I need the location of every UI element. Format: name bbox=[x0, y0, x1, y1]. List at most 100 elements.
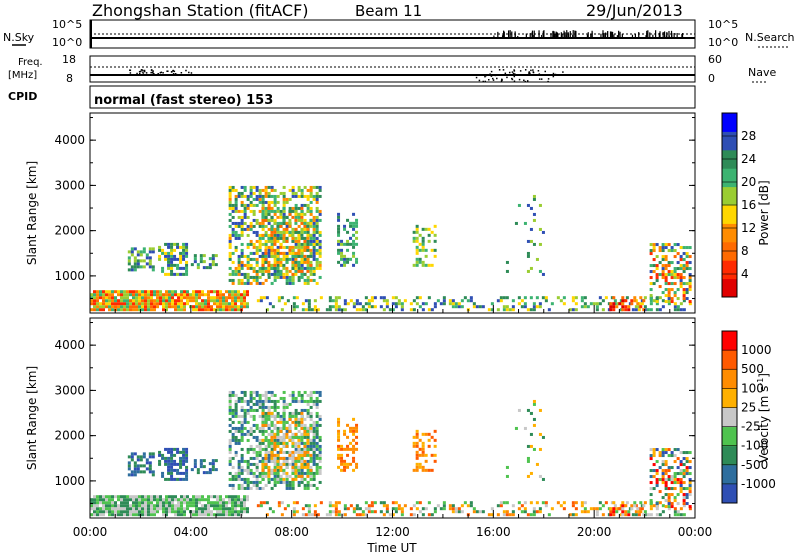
echo-cell bbox=[237, 296, 240, 300]
echo-cell bbox=[96, 507, 99, 511]
echo-cell bbox=[144, 305, 147, 309]
echo-cell bbox=[93, 498, 96, 502]
echo-cell bbox=[373, 510, 377, 514]
echo-cell bbox=[170, 257, 174, 261]
echo-cell bbox=[667, 264, 671, 268]
echo-cell bbox=[150, 510, 153, 514]
echo-cell bbox=[283, 507, 287, 511]
echo-cell bbox=[156, 498, 159, 502]
echo-cell bbox=[165, 290, 168, 294]
echo-cell bbox=[271, 510, 275, 514]
echo-cell bbox=[237, 224, 241, 228]
echo-cell bbox=[129, 302, 132, 306]
echo-cell bbox=[246, 293, 249, 297]
echo-cell bbox=[328, 296, 332, 300]
echo-cell bbox=[442, 504, 446, 508]
echo-cell bbox=[130, 268, 134, 272]
echo-cell bbox=[291, 239, 295, 243]
echo-cell bbox=[304, 513, 308, 517]
echo-cell bbox=[216, 308, 219, 312]
colorbar-tick-label: 8 bbox=[741, 244, 749, 258]
echo-cell bbox=[249, 203, 253, 207]
echo-cell bbox=[400, 302, 404, 306]
echo-cell bbox=[176, 450, 180, 454]
echo-cell bbox=[123, 308, 126, 312]
freq-dot bbox=[547, 80, 549, 83]
echo-cell bbox=[595, 507, 599, 511]
echo-cell bbox=[261, 212, 265, 216]
echo-cell bbox=[415, 441, 419, 445]
echo-cell bbox=[201, 513, 204, 517]
echo-cell bbox=[652, 469, 656, 473]
echo-cell bbox=[667, 502, 671, 506]
echo-cell bbox=[685, 297, 689, 301]
echo-cell bbox=[649, 299, 653, 303]
echo-cell bbox=[294, 441, 298, 445]
freq-dot bbox=[142, 71, 144, 74]
echo-cell bbox=[679, 282, 683, 286]
echo-cell bbox=[615, 305, 619, 309]
echo-cell bbox=[102, 501, 105, 505]
echo-cell bbox=[267, 275, 271, 279]
echo-cell bbox=[111, 305, 114, 309]
echo-cell bbox=[126, 308, 129, 312]
echo-cell bbox=[225, 504, 228, 508]
echo-cell bbox=[158, 248, 162, 252]
echo-cell bbox=[173, 477, 177, 481]
echo-cell bbox=[228, 212, 232, 216]
echo-cell bbox=[231, 408, 235, 412]
echo-cell bbox=[279, 480, 283, 484]
echo-cell bbox=[228, 290, 231, 294]
echo-cell bbox=[234, 426, 238, 430]
echo-cell bbox=[228, 408, 232, 412]
cpid-panel bbox=[89, 85, 696, 109]
echo-cell bbox=[355, 507, 359, 511]
echo-cell bbox=[258, 269, 262, 273]
echo-cell bbox=[243, 206, 247, 210]
echo-cell bbox=[667, 493, 671, 497]
echo-cell bbox=[301, 513, 305, 517]
echo-cell bbox=[306, 459, 310, 463]
echo-cell bbox=[282, 272, 286, 276]
echo-cell bbox=[249, 399, 253, 403]
echo-cell bbox=[159, 498, 162, 502]
echo-cell bbox=[273, 405, 277, 409]
echo-cell bbox=[148, 455, 152, 459]
echo-cell bbox=[306, 474, 310, 478]
echo-cell bbox=[352, 459, 356, 463]
echo-cell bbox=[598, 507, 602, 511]
echo-cell bbox=[315, 396, 319, 400]
echo-cell bbox=[685, 451, 689, 455]
echo-cell bbox=[415, 507, 419, 511]
echo-cell bbox=[176, 462, 180, 466]
echo-cell bbox=[285, 230, 289, 234]
freq-dot bbox=[556, 74, 558, 76]
echo-cell bbox=[400, 513, 404, 517]
echo-cell bbox=[297, 447, 301, 451]
y-tick-label: 3000 bbox=[54, 178, 85, 192]
echo-cell bbox=[264, 390, 268, 394]
echo-cell bbox=[249, 191, 253, 195]
echo-cell bbox=[303, 435, 307, 439]
echo-cell bbox=[315, 390, 319, 394]
echo-cell bbox=[297, 390, 301, 394]
echo-cell bbox=[96, 510, 99, 514]
echo-cell bbox=[661, 496, 665, 500]
echo-cell bbox=[679, 264, 683, 268]
echo-cell bbox=[176, 471, 180, 475]
echo-cell bbox=[270, 438, 274, 442]
echo-cell bbox=[219, 308, 222, 312]
echo-cell bbox=[237, 209, 241, 213]
echo-cell bbox=[294, 260, 298, 264]
echo-cell bbox=[291, 257, 295, 261]
echo-cell bbox=[102, 513, 105, 517]
echo-cell bbox=[288, 224, 292, 228]
echo-cell bbox=[394, 510, 398, 514]
echo-cell bbox=[526, 251, 530, 255]
echo-cell bbox=[144, 296, 147, 300]
echo-cell bbox=[139, 464, 143, 468]
freq-dot bbox=[554, 73, 557, 76]
colorbar-tick-label: 16 bbox=[741, 198, 756, 212]
echo-cell bbox=[280, 513, 284, 517]
